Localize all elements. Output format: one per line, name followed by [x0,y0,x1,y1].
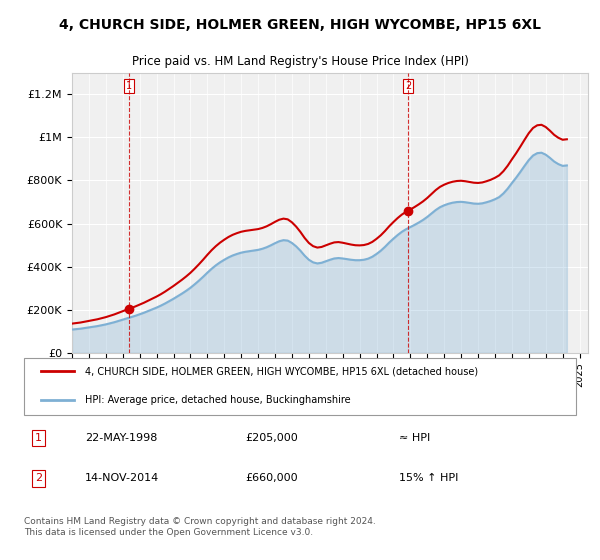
Text: 15% ↑ HPI: 15% ↑ HPI [400,473,459,483]
FancyBboxPatch shape [24,358,576,415]
Text: Price paid vs. HM Land Registry's House Price Index (HPI): Price paid vs. HM Land Registry's House … [131,55,469,68]
Text: 4, CHURCH SIDE, HOLMER GREEN, HIGH WYCOMBE, HP15 6XL (detached house): 4, CHURCH SIDE, HOLMER GREEN, HIGH WYCOM… [85,366,478,376]
Text: 22-MAY-1998: 22-MAY-1998 [85,433,157,443]
Text: £660,000: £660,000 [245,473,298,483]
Text: £205,000: £205,000 [245,433,298,443]
Text: 1: 1 [126,81,133,91]
Text: HPI: Average price, detached house, Buckinghamshire: HPI: Average price, detached house, Buck… [85,395,350,405]
Text: 4, CHURCH SIDE, HOLMER GREEN, HIGH WYCOMBE, HP15 6XL: 4, CHURCH SIDE, HOLMER GREEN, HIGH WYCOM… [59,18,541,32]
Text: 2: 2 [405,81,412,91]
Text: 1: 1 [35,433,42,443]
Text: 14-NOV-2014: 14-NOV-2014 [85,473,159,483]
Text: Contains HM Land Registry data © Crown copyright and database right 2024.
This d: Contains HM Land Registry data © Crown c… [24,517,376,536]
Text: ≈ HPI: ≈ HPI [400,433,431,443]
Text: 2: 2 [35,473,42,483]
